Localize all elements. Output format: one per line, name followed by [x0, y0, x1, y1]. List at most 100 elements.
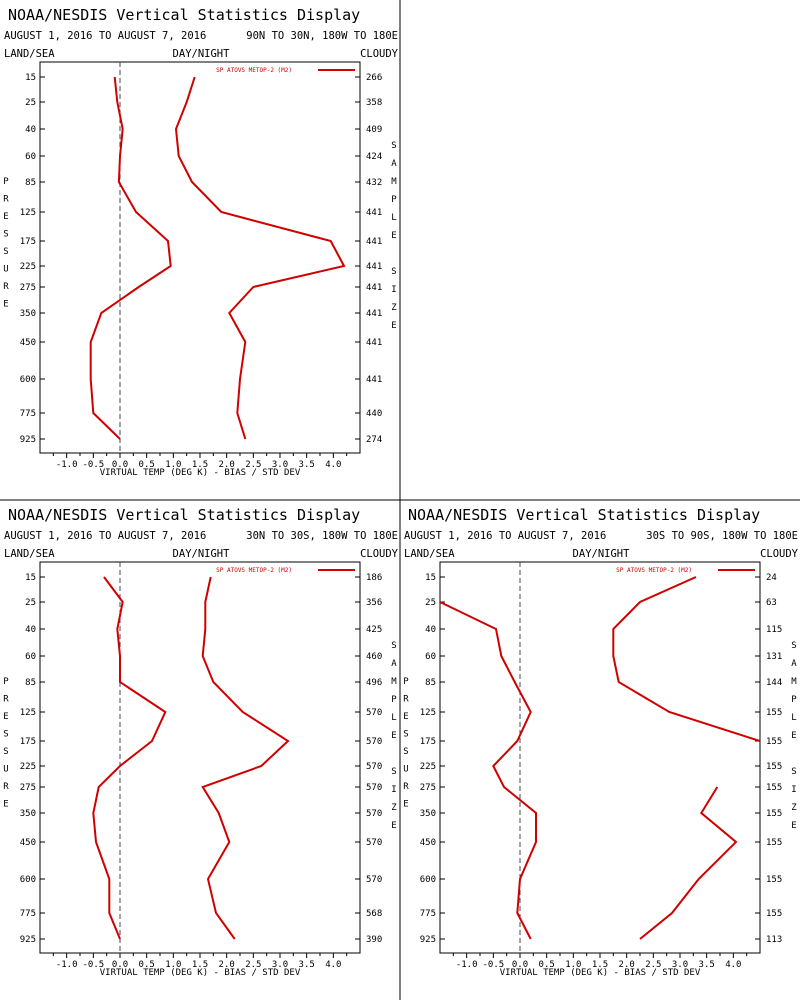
- legend-label: SP ATOVS METOP-2 (M2): [616, 567, 692, 574]
- pressure-level-label: 275: [420, 783, 436, 793]
- pressure-level-label: 350: [20, 309, 36, 319]
- pressure-level-label: 175: [20, 737, 36, 747]
- x-tick-label: 3.5: [299, 960, 315, 970]
- sample-size-label: 115: [766, 625, 782, 635]
- sample-size-label: 155: [766, 809, 782, 819]
- chart-title: NOAA/NESDIS Vertical Statistics Display: [8, 6, 360, 24]
- x-tick-label: 4.0: [325, 460, 341, 470]
- y-axis-label-letter: R: [3, 695, 9, 705]
- pressure-level-label: 175: [20, 237, 36, 247]
- y2-axis-label-letter: S: [391, 641, 396, 651]
- x-tick-label: 1.0: [565, 960, 581, 970]
- pressure-level-label: 225: [420, 762, 436, 772]
- y-axis-label-letter: R: [3, 782, 9, 792]
- pressure-level-label: 15: [25, 573, 36, 583]
- x-axis-label: VIRTUAL TEMP (DEG K) - BIAS / STD DEV: [100, 468, 301, 478]
- y2-axis-label-letter: A: [391, 659, 397, 669]
- pressure-level-label: 25: [25, 98, 36, 108]
- pressure-level-label: 775: [20, 409, 36, 419]
- sample-size-label: 24: [766, 573, 777, 583]
- y2-axis-label-letter: Z: [391, 803, 397, 813]
- pressure-level-label: 25: [25, 598, 36, 608]
- y2-axis-label-letter: A: [391, 159, 397, 169]
- pressure-level-label: 925: [20, 435, 36, 445]
- x-tick-label: -0.5: [82, 460, 104, 470]
- y-axis-label-letter: S: [3, 747, 8, 757]
- y2-axis-label-letter: Z: [791, 803, 797, 813]
- x-tick-label: 1.0: [165, 460, 181, 470]
- sample-size-label: 432: [366, 178, 382, 188]
- x-tick-label: 0.0: [112, 960, 128, 970]
- sample-size-label: 274: [366, 435, 382, 445]
- y2-axis-label-letter: E: [391, 321, 396, 331]
- sample-size-label: 186: [366, 573, 382, 583]
- y2-axis-label-letter: E: [791, 731, 796, 741]
- pressure-level-label: 85: [25, 678, 36, 688]
- y2-axis-label-letter: E: [391, 231, 396, 241]
- sample-size-label: 144: [766, 678, 782, 688]
- pressure-level-label: 125: [20, 208, 36, 218]
- x-tick-label: 2.0: [219, 960, 235, 970]
- x-tick-label: 0.0: [112, 460, 128, 470]
- pressure-level-label: 450: [420, 838, 436, 848]
- y-axis-label-letter: S: [3, 730, 8, 740]
- sample-size-label: 441: [366, 237, 382, 247]
- x-tick-label: -0.5: [82, 960, 104, 970]
- y2-axis-label-letter: L: [391, 213, 396, 223]
- x-tick-label: 0.5: [139, 960, 155, 970]
- pressure-level-label: 275: [20, 783, 36, 793]
- y2-axis-label-letter: I: [791, 785, 796, 795]
- sample-size-label: 570: [366, 875, 382, 885]
- pressure-level-label: 600: [420, 875, 436, 885]
- sample-size-label: 441: [366, 375, 382, 385]
- surface-label: LAND/SEA: [404, 548, 455, 560]
- pressure-level-label: 40: [25, 125, 36, 135]
- y2-axis-label-letter: E: [391, 731, 396, 741]
- y2-axis-label-letter: S: [391, 267, 396, 277]
- y2-axis-label-letter: M: [391, 177, 397, 187]
- y2-axis-label-letter: S: [391, 141, 396, 151]
- pressure-level-label: 775: [420, 909, 436, 919]
- x-axis-label: VIRTUAL TEMP (DEG K) - BIAS / STD DEV: [100, 968, 301, 978]
- legend-label: SP ATOVS METOP-2 (M2): [216, 567, 292, 574]
- plot-frame: [39, 561, 361, 954]
- plot-frame: [439, 561, 761, 954]
- sample-size-label: 570: [366, 783, 382, 793]
- y2-axis-label-letter: P: [391, 695, 397, 705]
- x-tick-label: 1.0: [165, 960, 181, 970]
- sample-size-label: 155: [766, 909, 782, 919]
- legend-label: SP ATOVS METOP-2 (M2): [216, 67, 292, 74]
- x-tick-label: 0.0: [512, 960, 528, 970]
- y-axis-label-letter: S: [3, 230, 8, 240]
- sample-size-label: 266: [366, 73, 382, 83]
- y-axis-label-letter: S: [403, 747, 408, 757]
- x-tick-label: 2.5: [245, 460, 261, 470]
- y-axis-label-letter: R: [3, 195, 9, 205]
- y2-axis-label-letter: E: [391, 821, 396, 831]
- sample-size-label: 155: [766, 838, 782, 848]
- pressure-level-label: 85: [425, 678, 436, 688]
- x-tick-label: 2.0: [219, 460, 235, 470]
- sample-size-label: 570: [366, 737, 382, 747]
- chart-panel-1: NOAA/NESDIS Vertical Statistics Display A…: [3, 6, 398, 478]
- date-range: AUGUST 1, 2016 TO AUGUST 7, 2016: [404, 530, 606, 542]
- pressure-level-label: 40: [425, 625, 436, 635]
- pressure-level-label: 225: [20, 262, 36, 272]
- y2-axis-label-letter: I: [391, 285, 396, 295]
- y-axis-label-letter: S: [3, 247, 8, 257]
- sample-size-label: 568: [366, 909, 382, 919]
- x-tick-label: -0.5: [482, 960, 504, 970]
- sample-size-label: 390: [366, 935, 382, 945]
- pressure-level-label: 450: [20, 838, 36, 848]
- y2-axis-label-letter: S: [391, 767, 396, 777]
- std_dev-line: [201, 576, 290, 940]
- sample-size-label: 358: [366, 98, 382, 108]
- sample-size-label: 460: [366, 652, 382, 662]
- bias-line: [92, 576, 167, 940]
- y-axis-label-letter: U: [3, 265, 8, 275]
- y2-axis-label-letter: S: [791, 641, 796, 651]
- sample-size-label: 496: [366, 678, 382, 688]
- time-of-day-label: DAY/NIGHT: [173, 548, 231, 560]
- sample-size-label: 570: [366, 809, 382, 819]
